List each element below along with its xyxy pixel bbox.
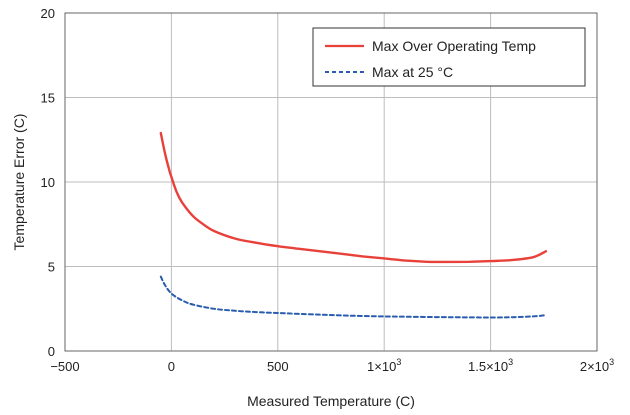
x-tick-label: 0	[168, 359, 175, 374]
series-line-max-at-25c	[159, 275, 547, 319]
y-tick-label: 15	[41, 91, 55, 106]
x-tick-label: 1×103	[367, 357, 401, 374]
y-tick-label: 5	[48, 260, 55, 275]
legend-box	[312, 27, 586, 87]
y-tick-label: 20	[41, 6, 55, 21]
x-tick-label: 2×103	[580, 357, 614, 374]
y-tick-label: 10	[41, 175, 55, 190]
plot-frame	[64, 12, 598, 352]
series-lines	[159, 131, 548, 319]
x-tick-exponent: 3	[609, 357, 614, 367]
x-tick-exponent: 3	[508, 357, 513, 367]
x-tick-label: 1.5×103	[468, 357, 513, 374]
x-axis-title: Measured Temperature (C)	[247, 393, 415, 409]
legend-label-max-over-operating-temp: Max Over Operating Temp	[372, 38, 536, 54]
legend: Max Over Operating Temp Max at 25 °C	[312, 27, 586, 87]
y-tick-label: 0	[48, 344, 55, 359]
series-line-max-over-operating-temp	[159, 131, 548, 264]
legend-label-max-at-25c: Max at 25 °C	[372, 64, 453, 80]
x-tick-exponent: 3	[396, 357, 401, 367]
x-tick-label: −500	[50, 359, 79, 374]
x-tick-label: 500	[267, 359, 289, 374]
y-axis-title: Temperature Error (C)	[11, 114, 27, 251]
